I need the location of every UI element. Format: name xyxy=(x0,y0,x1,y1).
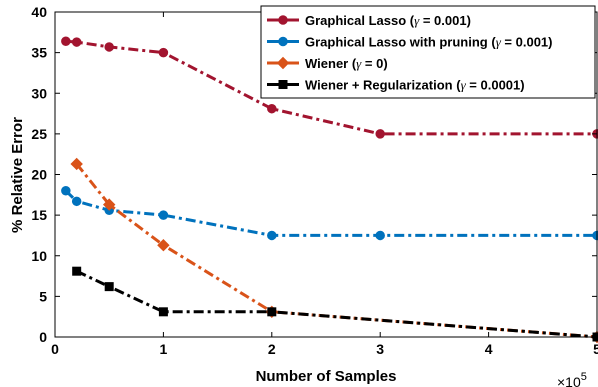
y-tick-label: 0 xyxy=(39,329,47,345)
legend-label-part: = 0.0001) xyxy=(466,78,525,93)
data-point xyxy=(158,47,169,58)
legend-label-part: = 0.001) xyxy=(501,35,553,50)
series-3 xyxy=(72,266,598,342)
data-point xyxy=(267,230,277,241)
data-point xyxy=(104,42,114,52)
legend-item: Graphical Lasso (γ = 0.001) xyxy=(267,13,471,28)
y-tick-label: 5 xyxy=(39,288,47,304)
x-axis-label: Number of Samples xyxy=(256,368,397,385)
data-point xyxy=(72,266,82,276)
legend-label-part: Graphical Lasso ( xyxy=(305,13,415,28)
legend-label-part: Graphical Lasso with pruning ( xyxy=(305,35,496,50)
x-tick-label: 5 xyxy=(593,341,598,357)
data-point xyxy=(375,129,385,139)
x-tick-label: 3 xyxy=(376,341,384,357)
legend-marker xyxy=(278,15,288,25)
data-point xyxy=(267,307,277,317)
legend-marker xyxy=(276,56,290,70)
legend-item: Graphical Lasso with pruning (γ = 0.001) xyxy=(267,35,553,50)
legend: Graphical Lasso (γ = 0.001)Graphical Las… xyxy=(260,5,596,99)
y-tick-label: 30 xyxy=(31,85,47,101)
legend-marker xyxy=(278,36,288,47)
data-point xyxy=(157,238,170,252)
series-2 xyxy=(70,157,598,344)
legend-label-part: Wiener + Regularization ( xyxy=(305,78,461,93)
y-tick-label: 20 xyxy=(31,167,47,183)
x-axis-multiplier: ×105 xyxy=(557,371,587,387)
y-tick-label: 25 xyxy=(31,126,47,142)
x-tick-label: 0 xyxy=(51,341,59,357)
legend-item: Wiener + Regularization (γ = 0.0001) xyxy=(267,78,525,93)
series-line xyxy=(76,269,598,339)
y-tick-label: 35 xyxy=(31,45,47,61)
data-point xyxy=(61,36,71,46)
legend-label: Graphical Lasso (γ = 0.001) xyxy=(305,13,471,28)
legend-label-part: γ xyxy=(461,78,467,93)
data-point xyxy=(71,196,82,207)
axis-ticks: 0 1 2 3 4 5 0 5 10 15 20 25 30 35 40 xyxy=(31,4,598,357)
x-tick-label: 1 xyxy=(160,341,168,357)
legend-label-part: γ xyxy=(414,13,420,28)
data-point xyxy=(104,282,114,292)
data-point xyxy=(158,307,168,317)
data-point xyxy=(375,230,385,241)
data-point xyxy=(158,210,169,220)
legend-marker xyxy=(278,80,288,89)
data-point xyxy=(71,37,82,47)
legend-label-part: = 0) xyxy=(361,56,387,71)
y-tick-label: 15 xyxy=(31,207,47,223)
series-1 xyxy=(61,186,598,241)
legend-box xyxy=(260,5,596,99)
y-axis-label: % Relative Error xyxy=(9,117,26,233)
x-axis-multiplier-exponent: 5 xyxy=(581,371,587,383)
legend-item: Wiener (γ = 0) xyxy=(267,56,388,71)
data-point xyxy=(70,157,83,171)
legend-label-part: γ xyxy=(496,35,502,50)
legend-label-part: = 0.001) xyxy=(419,13,471,28)
legend-label-part: γ xyxy=(356,56,362,71)
data-point xyxy=(102,198,116,211)
y-tick-label: 40 xyxy=(31,4,47,20)
plot-area xyxy=(61,36,598,344)
legend-label: Wiener + Regularization (γ = 0.0001) xyxy=(305,78,525,93)
legend-label: Wiener (γ = 0) xyxy=(305,56,388,71)
legend-label-part: Wiener ( xyxy=(305,56,357,71)
data-point xyxy=(267,103,277,114)
legend-label: Graphical Lasso with pruning (γ = 0.001) xyxy=(305,35,553,50)
y-tick-label: 10 xyxy=(31,248,47,264)
series-0 xyxy=(61,36,598,139)
data-point xyxy=(61,186,71,196)
series-line xyxy=(75,162,598,339)
x-tick-label: 2 xyxy=(268,341,276,357)
x-axis-multiplier-base: ×10 xyxy=(557,374,581,387)
series-line xyxy=(64,189,597,237)
x-tick-label: 4 xyxy=(485,341,493,357)
